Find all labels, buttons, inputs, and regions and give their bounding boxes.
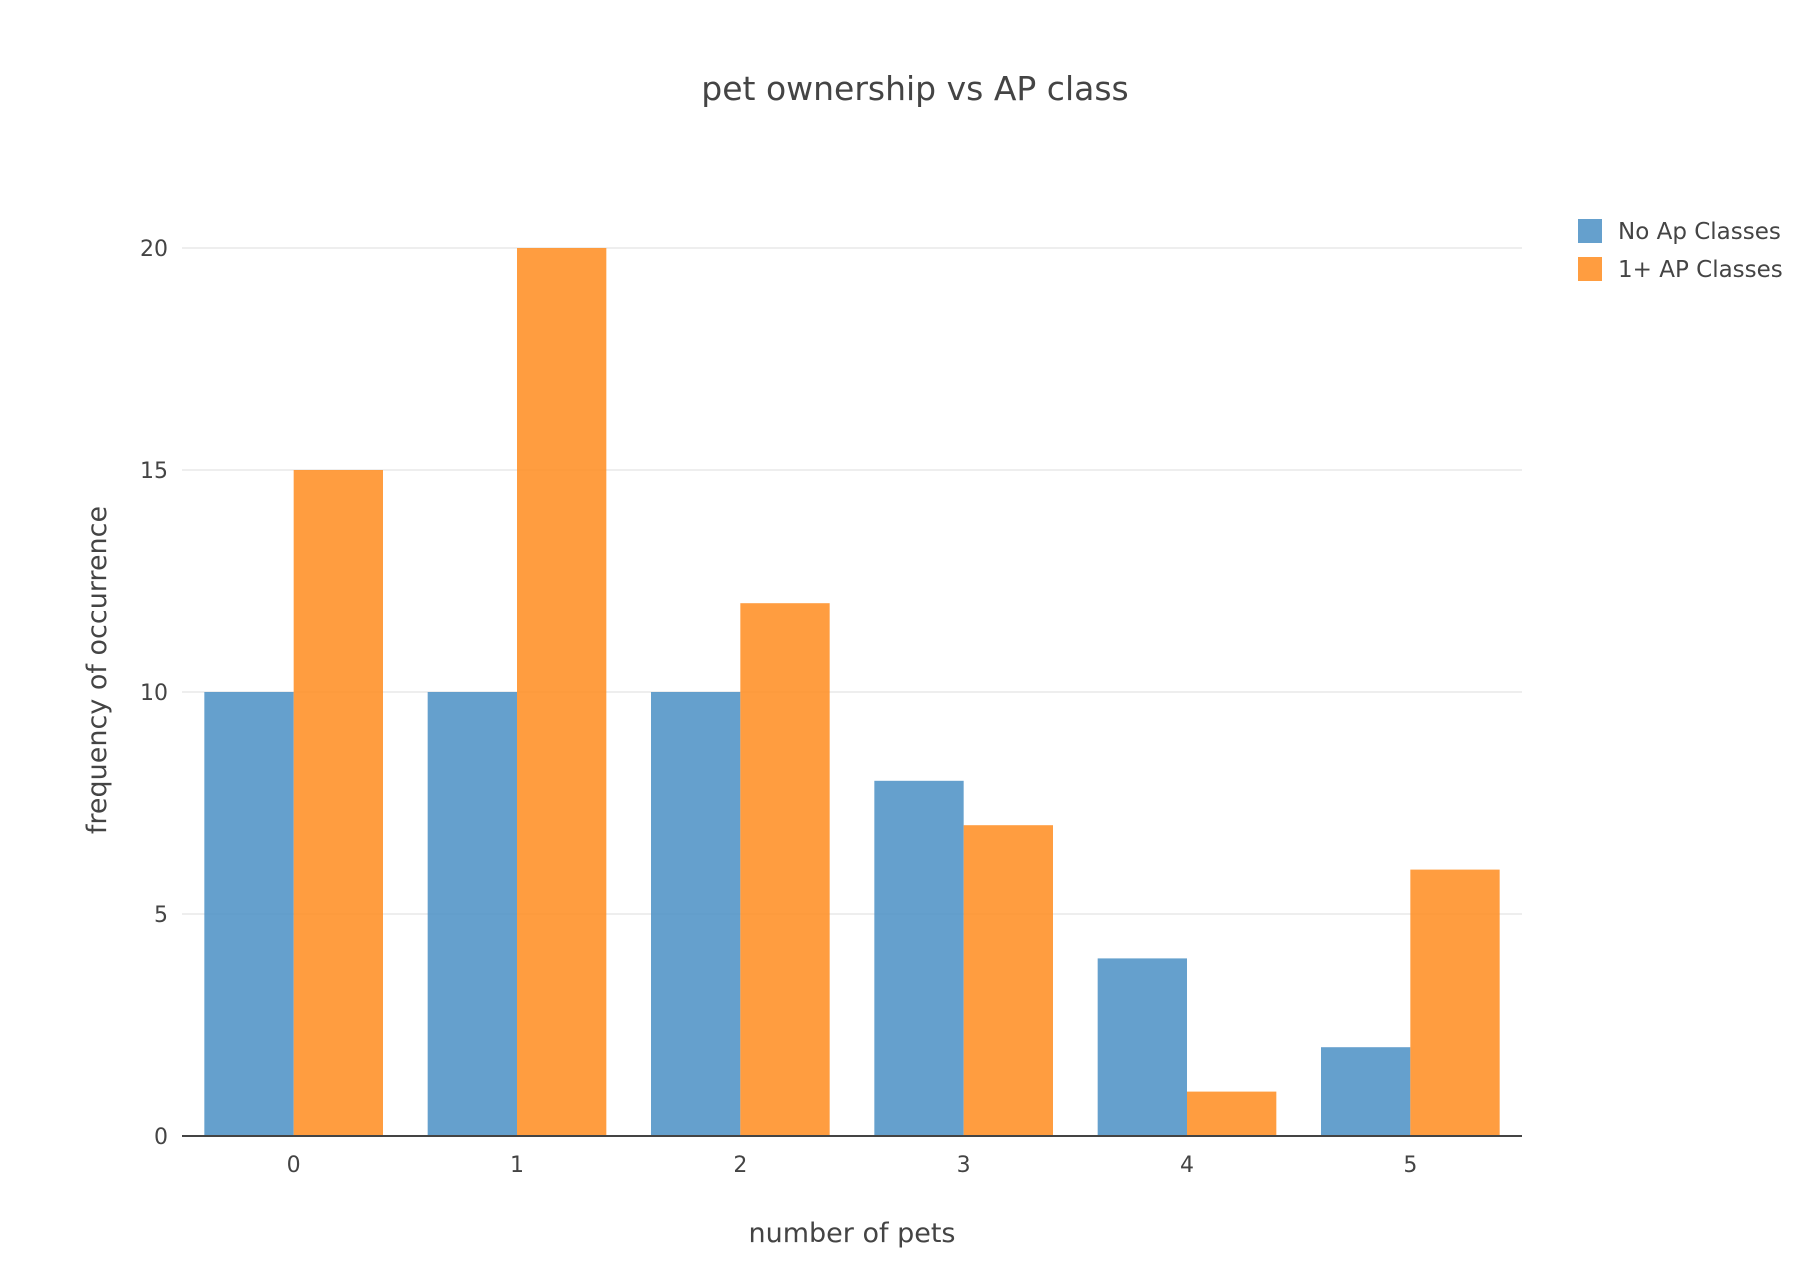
y-tick-label: 20: [140, 237, 168, 262]
x-tick-label: 2: [733, 1153, 747, 1178]
bar-ap-1[interactable]: [517, 248, 607, 1136]
bars-layer: [204, 248, 1500, 1136]
bar-ap-2[interactable]: [740, 603, 830, 1136]
legend-item[interactable]: No Ap Classes: [1578, 219, 1781, 245]
x-axis-title: number of pets: [749, 1218, 956, 1249]
legend-swatch: [1578, 219, 1602, 243]
bar-no-ap-4[interactable]: [1097, 958, 1187, 1136]
bar-ap-0[interactable]: [293, 470, 383, 1136]
x-tick-label: 4: [1180, 1153, 1194, 1178]
legend[interactable]: No Ap Classes 1+ AP Classes: [1578, 219, 1783, 283]
bar-ap-5[interactable]: [1410, 869, 1500, 1136]
legend-item[interactable]: 1+ AP Classes: [1578, 257, 1783, 283]
y-axis-title: frequency of occurrence: [82, 506, 113, 834]
bar-ap-3[interactable]: [963, 825, 1053, 1136]
x-tick-label: 3: [957, 1153, 971, 1178]
chart-title: pet ownership vs AP class: [701, 69, 1128, 108]
bar-no-ap-2[interactable]: [651, 692, 741, 1136]
legend-swatch: [1578, 257, 1602, 281]
y-tick-label: 0: [154, 1125, 168, 1150]
y-tick-label: 10: [140, 681, 168, 706]
y-tick-label: 5: [154, 903, 168, 928]
bar-ap-4[interactable]: [1187, 1091, 1277, 1136]
legend-label: 1+ AP Classes: [1618, 257, 1783, 283]
x-tick-label: 0: [287, 1153, 301, 1178]
bar-no-ap-5[interactable]: [1321, 1047, 1411, 1136]
grid-layer: [182, 247, 1522, 915]
bar-no-ap-0[interactable]: [204, 692, 294, 1136]
bar-no-ap-1[interactable]: [427, 692, 517, 1136]
bar-no-ap-3[interactable]: [874, 780, 964, 1136]
x-tick-label: 5: [1403, 1153, 1417, 1178]
legend-label: No Ap Classes: [1618, 219, 1781, 245]
y-tick-label: 15: [140, 459, 168, 484]
ticks-layer: 0 5 10 15 20 0 1 2 3 4 5: [140, 237, 1417, 1178]
x-tick-label: 1: [510, 1153, 524, 1178]
